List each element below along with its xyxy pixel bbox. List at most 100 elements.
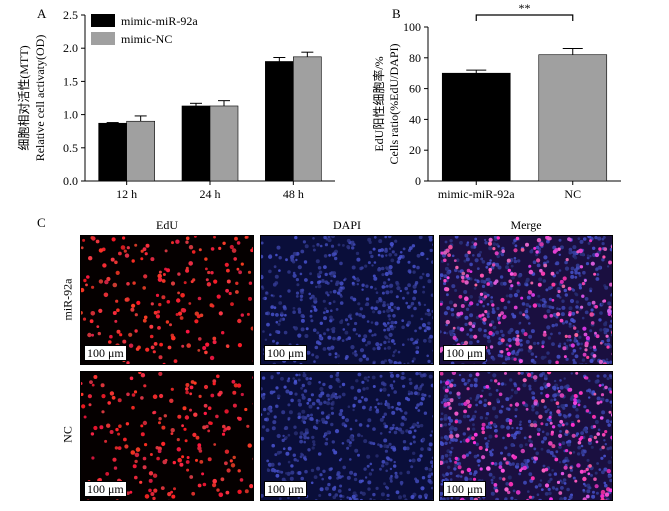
nucleus-dapi bbox=[572, 361, 577, 364]
nucleus-dapi bbox=[375, 408, 379, 412]
nucleus-dapi bbox=[315, 285, 318, 289]
nucleus-edu bbox=[506, 433, 511, 438]
nucleus-edu bbox=[525, 407, 529, 411]
nucleus-dapi bbox=[368, 407, 372, 412]
nucleus-dapi bbox=[444, 477, 448, 481]
nucleus-dapi bbox=[458, 402, 462, 406]
nucleus-edu bbox=[87, 394, 92, 399]
nucleus-edu bbox=[443, 258, 447, 263]
nucleus-dapi bbox=[377, 402, 380, 405]
nucleus-dapi bbox=[390, 339, 395, 343]
nucleus-edu bbox=[472, 441, 477, 445]
nucleus-edu bbox=[581, 294, 585, 298]
nucleus-edu bbox=[445, 287, 450, 292]
nucleus-dapi bbox=[407, 392, 411, 396]
nucleus-edu bbox=[202, 425, 207, 430]
nucleus-edu bbox=[543, 263, 548, 268]
nucleus-dapi bbox=[485, 425, 490, 429]
nucleus-edu bbox=[131, 303, 136, 308]
nucleus-edu bbox=[464, 280, 469, 285]
nucleus-edu bbox=[512, 455, 517, 460]
nucleus-dapi bbox=[391, 250, 395, 254]
nucleus-dapi bbox=[496, 254, 500, 259]
nucleus-dapi bbox=[587, 379, 591, 383]
nucleus-edu bbox=[134, 313, 138, 317]
nucleus-dapi bbox=[490, 299, 494, 304]
nucleus-dapi bbox=[373, 236, 377, 239]
micrograph-dapi-mir92a: 100 μm bbox=[260, 235, 434, 365]
nucleus-dapi bbox=[556, 386, 560, 390]
nucleus-dapi bbox=[330, 394, 335, 398]
nucleus-dapi bbox=[353, 396, 358, 400]
nucleus-edu bbox=[463, 340, 469, 345]
nucleus-dapi bbox=[608, 374, 612, 378]
nucleus-dapi bbox=[420, 486, 425, 491]
nucleus-dapi bbox=[418, 326, 422, 330]
nucleus-dapi bbox=[588, 396, 591, 399]
nucleus-dapi bbox=[536, 493, 540, 496]
nucleus-dapi bbox=[609, 400, 612, 404]
nucleus-edu bbox=[605, 499, 608, 500]
nucleus-edu bbox=[509, 403, 513, 407]
nucleus-dapi bbox=[315, 355, 319, 359]
nucleus-dapi bbox=[431, 315, 433, 320]
nucleus-dapi bbox=[412, 422, 417, 427]
nucleus-dapi bbox=[392, 350, 396, 354]
nucleus-dapi bbox=[351, 281, 355, 285]
nucleus-dapi bbox=[521, 302, 526, 306]
nucleus-dapi bbox=[319, 386, 324, 392]
nucleus-dapi bbox=[596, 374, 600, 378]
nucleus-edu bbox=[140, 432, 145, 437]
nucleus-dapi bbox=[362, 405, 366, 410]
nucleus-dapi bbox=[487, 439, 490, 443]
nucleus-dapi bbox=[449, 418, 453, 423]
nucleus-edu bbox=[558, 491, 563, 495]
nucleus-edu bbox=[598, 359, 603, 364]
nucleus-edu bbox=[540, 271, 546, 276]
nucleus-edu bbox=[222, 424, 226, 429]
nucleus-edu bbox=[610, 245, 612, 249]
nucleus-dapi bbox=[485, 445, 489, 449]
nucleus-dapi bbox=[559, 245, 564, 250]
nucleus-edu bbox=[142, 420, 148, 426]
nucleus-dapi bbox=[381, 273, 385, 277]
nucleus-dapi bbox=[542, 279, 547, 283]
nucleus-dapi bbox=[564, 385, 568, 389]
nucleus-dapi bbox=[390, 258, 395, 263]
nucleus-dapi bbox=[515, 462, 520, 467]
nucleus-dapi bbox=[341, 382, 346, 387]
nucleus-dapi bbox=[357, 372, 362, 377]
nucleus-edu bbox=[90, 432, 95, 436]
nucleus-edu bbox=[567, 334, 572, 339]
y-tick-label: 100 bbox=[403, 20, 421, 34]
nucleus-edu bbox=[464, 296, 469, 301]
nucleus-dapi bbox=[433, 302, 434, 305]
nucleus-edu bbox=[98, 248, 104, 253]
nucleus-dapi bbox=[598, 468, 602, 471]
nucleus-edu bbox=[139, 480, 143, 484]
nucleus-dapi bbox=[426, 257, 429, 261]
nucleus-dapi bbox=[300, 313, 305, 318]
nucleus-dapi bbox=[356, 257, 361, 262]
nucleus-dapi bbox=[609, 478, 612, 483]
nucleus-dapi bbox=[295, 373, 299, 377]
nucleus-dapi bbox=[297, 412, 302, 416]
nucleus-dapi bbox=[361, 479, 364, 483]
nucleus-dapi bbox=[475, 442, 479, 446]
nucleus-edu bbox=[134, 475, 138, 480]
nucleus-dapi bbox=[572, 349, 577, 353]
y-axis-label-cn: 细胞相对活性(MTT) bbox=[17, 45, 31, 150]
nucleus-edu bbox=[501, 249, 505, 253]
nucleus-dapi bbox=[304, 278, 308, 282]
nucleus-edu bbox=[577, 403, 581, 407]
nucleus-dapi bbox=[514, 415, 518, 418]
nucleus-edu bbox=[194, 236, 197, 238]
nucleus-edu bbox=[252, 376, 253, 379]
nucleus-edu bbox=[144, 443, 148, 447]
nucleus-edu bbox=[170, 432, 174, 435]
nucleus-edu bbox=[580, 305, 584, 309]
nucleus-dapi bbox=[448, 457, 452, 461]
nucleus-edu bbox=[157, 326, 161, 330]
nucleus-dapi bbox=[386, 498, 390, 500]
nucleus-dapi bbox=[290, 398, 294, 403]
